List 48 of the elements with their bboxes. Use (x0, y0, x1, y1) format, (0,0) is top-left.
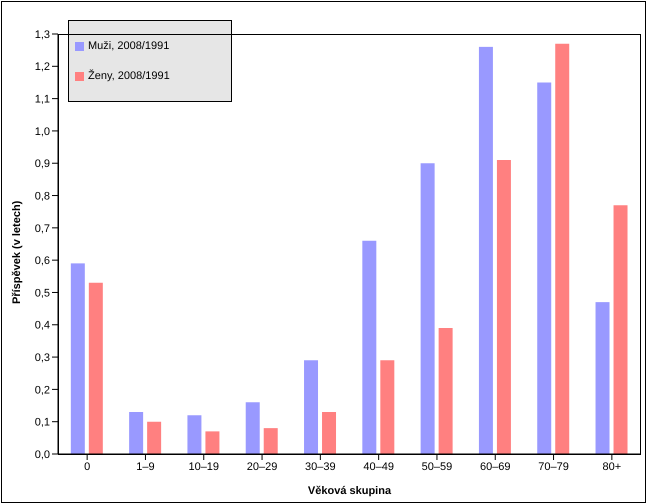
x-tick-label: 0 (84, 460, 90, 473)
legend-label: Ženy, 2008/1991 (88, 70, 170, 82)
bar (264, 428, 278, 454)
x-axis-title: Věková skupina (308, 485, 392, 497)
bar (246, 402, 260, 454)
bar (187, 415, 202, 454)
y-tick-label: 1,3 (34, 28, 50, 41)
x-tick-label: 20–29 (246, 460, 278, 473)
y-tick-label: 0,7 (34, 222, 50, 235)
x-tick-label: 50–59 (422, 460, 452, 473)
bar (205, 431, 220, 454)
bar (304, 360, 318, 454)
x-tick-label: 30–39 (305, 460, 336, 473)
bar (322, 412, 336, 454)
bar (88, 282, 103, 454)
y-tick-label: 0,1 (34, 416, 50, 429)
y-tick-label: 1,0 (34, 126, 50, 138)
bar (478, 46, 493, 454)
y-tick-label: 0,6 (34, 255, 50, 268)
bar (380, 360, 394, 454)
y-tick-label: 0,5 (34, 287, 50, 300)
y-tick-label: 0,0 (34, 448, 50, 461)
y-tick-label: 0,3 (34, 352, 50, 364)
y-tick-label: 0,2 (34, 384, 50, 396)
bar (438, 328, 453, 454)
y-tick-label: 1,2 (34, 61, 50, 74)
x-tick-label: 10–19 (188, 460, 220, 473)
bar (129, 412, 144, 454)
y-tick-label: 1,1 (34, 94, 50, 106)
x-tick-label: 40–49 (363, 460, 394, 473)
y-axis-title: Příspěvek (v letech) (10, 200, 23, 304)
x-tick-label: 70–79 (538, 460, 569, 473)
bar (70, 263, 85, 454)
bar (496, 160, 511, 454)
y-tick-label: 0,8 (34, 190, 50, 202)
x-tick-label: 80+ (602, 460, 622, 473)
y-tick-label: 0,4 (34, 320, 50, 332)
x-tick-label: 60–69 (480, 460, 511, 473)
legend-label: Muži, 2008/1991 (88, 40, 170, 52)
bar (555, 44, 570, 454)
bar (362, 240, 376, 454)
bar (420, 163, 435, 454)
y-tick-label: 0,9 (34, 158, 50, 170)
bar (614, 205, 628, 454)
bar (147, 422, 162, 454)
x-tick-label: 1–9 (136, 460, 155, 473)
bar (537, 82, 552, 454)
bar (596, 302, 610, 454)
